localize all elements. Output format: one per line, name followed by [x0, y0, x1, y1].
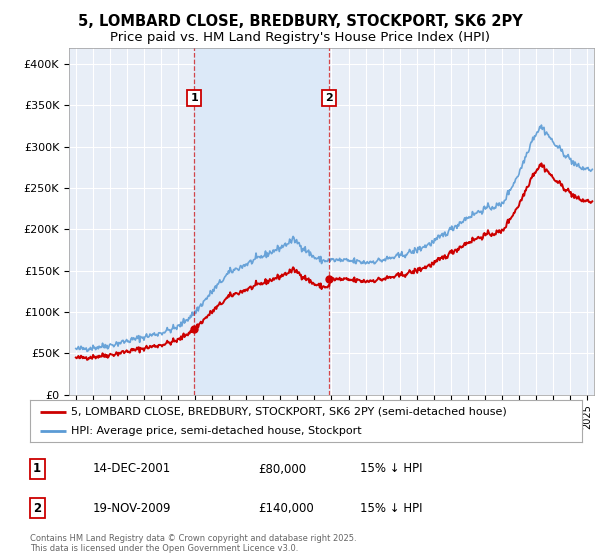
Text: 1: 1	[33, 463, 41, 475]
Text: 14-DEC-2001: 14-DEC-2001	[93, 463, 171, 475]
Text: HPI: Average price, semi-detached house, Stockport: HPI: Average price, semi-detached house,…	[71, 426, 362, 436]
Bar	[194, 48, 329, 395]
Text: 5, LOMBARD CLOSE, BREDBURY, STOCKPORT, SK6 2PY (semi-detached house): 5, LOMBARD CLOSE, BREDBURY, STOCKPORT, S…	[71, 407, 507, 417]
Text: 19-NOV-2009: 19-NOV-2009	[93, 502, 172, 515]
Text: 2: 2	[326, 93, 334, 103]
Text: Contains HM Land Registry data © Crown copyright and database right 2025.
This d: Contains HM Land Registry data © Crown c…	[30, 534, 356, 553]
Text: Price paid vs. HM Land Registry's House Price Index (HPI): Price paid vs. HM Land Registry's House …	[110, 31, 490, 44]
Text: 15% ↓ HPI: 15% ↓ HPI	[360, 463, 422, 475]
Text: £140,000: £140,000	[258, 502, 314, 515]
Text: 15% ↓ HPI: 15% ↓ HPI	[360, 502, 422, 515]
Text: 1: 1	[190, 93, 198, 103]
Text: £80,000: £80,000	[258, 463, 306, 475]
Text: 5, LOMBARD CLOSE, BREDBURY, STOCKPORT, SK6 2PY: 5, LOMBARD CLOSE, BREDBURY, STOCKPORT, S…	[77, 14, 523, 29]
Text: 2: 2	[33, 502, 41, 515]
